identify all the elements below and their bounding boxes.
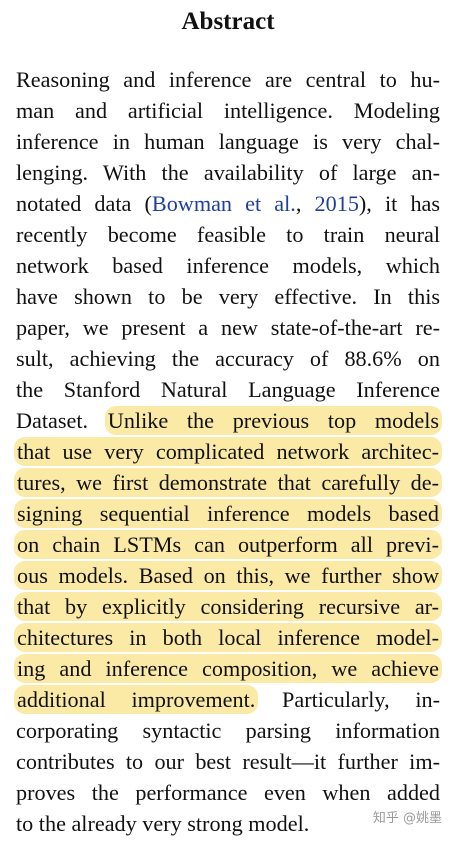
abstract-line: the Stanford Natural Language Inference [16, 374, 440, 405]
abstract-body: Reasoning and inference are central to h… [16, 64, 440, 839]
citation-link[interactable]: 2015 [314, 191, 359, 216]
abstract-line: man and artificial intelligence. Modelin… [16, 95, 440, 126]
highlighted-text: ing and inference composition, we achiev… [16, 656, 440, 681]
text-segment: lenging. With the availability of large … [16, 160, 440, 185]
highlighted-text: that by explicitly considering recursive… [16, 594, 440, 619]
highlighted-text: ous models. Based on this, we further sh… [16, 563, 440, 588]
highlighted-text: additional improvement. [16, 687, 257, 712]
highlighted-text: Unlike the previous top models [106, 408, 440, 433]
abstract-line: ous models. Based on this, we further sh… [16, 560, 440, 591]
text-segment: Dataset. [16, 408, 107, 433]
abstract-line: chitectures in both local inference mode… [16, 622, 440, 653]
highlighted-text: chitectures in both local inference mode… [16, 625, 440, 650]
text-segment: network based inference models, which [16, 253, 440, 278]
text-segment: notated data ( [16, 191, 152, 216]
abstract-line: to the already very strong model. [16, 808, 440, 839]
text-segment: contributes to our best result—it furthe… [16, 749, 440, 774]
abstract-line: ing and inference composition, we achiev… [16, 653, 440, 684]
highlighted-text: tures, we first demonstrate that careful… [16, 470, 440, 495]
abstract-line: Reasoning and inference are central to h… [16, 64, 440, 95]
text-segment: Reasoning and inference are central to h… [16, 67, 440, 92]
abstract-line: network based inference models, which [16, 250, 440, 281]
highlighted-text: that use very complicated network archit… [16, 439, 440, 464]
abstract-line: corporating syntactic parsing informatio… [16, 715, 440, 746]
text-segment: man and artificial intelligence. Modelin… [16, 98, 440, 123]
text-segment: corporating syntactic parsing informatio… [16, 718, 440, 743]
text-segment: paper, we present a new state-of-the-art… [16, 315, 440, 340]
text-segment: recently become feasible to train neural [16, 222, 440, 247]
abstract-heading: Abstract [181, 8, 275, 35]
text-segment: , [295, 191, 315, 216]
highlighted-text: on chain LSTMs can outperform all previ- [16, 532, 440, 557]
abstract-line: inference in human language is very chal… [16, 126, 440, 157]
watermark: 知乎 @姚墨 [372, 811, 442, 826]
abstract-line: tures, we first demonstrate that careful… [16, 467, 440, 498]
abstract-line: paper, we present a new state-of-the-art… [16, 312, 440, 343]
text-segment: Particularly, in- [256, 687, 440, 712]
text-segment: have shown to be very effective. In this [16, 284, 440, 309]
abstract-line: that use very complicated network archit… [16, 436, 440, 467]
highlighted-text: signing sequential inference models base… [16, 501, 440, 526]
abstract-line: additional improvement. Particularly, in… [16, 684, 440, 715]
abstract-line: lenging. With the availability of large … [16, 157, 440, 188]
abstract-line: have shown to be very effective. In this [16, 281, 440, 312]
text-segment: inference in human language is very chal… [16, 129, 440, 154]
abstract-line: proves the performance even when added [16, 777, 440, 808]
abstract-line: signing sequential inference models base… [16, 498, 440, 529]
abstract-line: on chain LSTMs can outperform all previ- [16, 529, 440, 560]
abstract-line: that by explicitly considering recursive… [16, 591, 440, 622]
text-segment: sult, achieving the accuracy of 88.6% on [16, 346, 440, 371]
abstract-line: contributes to our best result—it furthe… [16, 746, 440, 777]
text-segment: ), it has [358, 191, 441, 216]
text-segment: to the already very strong model. [16, 811, 310, 836]
abstract-line: notated data (Bowman et al., 2015), it h… [16, 188, 440, 219]
citation-link[interactable]: Bowman et al. [151, 191, 296, 216]
text-segment: proves the performance even when added [16, 780, 440, 805]
abstract-line: recently become feasible to train neural [16, 219, 440, 250]
abstract-line: Dataset. Unlike the previous top models [16, 405, 440, 436]
abstract-line: sult, achieving the accuracy of 88.6% on [16, 343, 440, 374]
text-segment: the Stanford Natural Language Inference [16, 377, 440, 402]
